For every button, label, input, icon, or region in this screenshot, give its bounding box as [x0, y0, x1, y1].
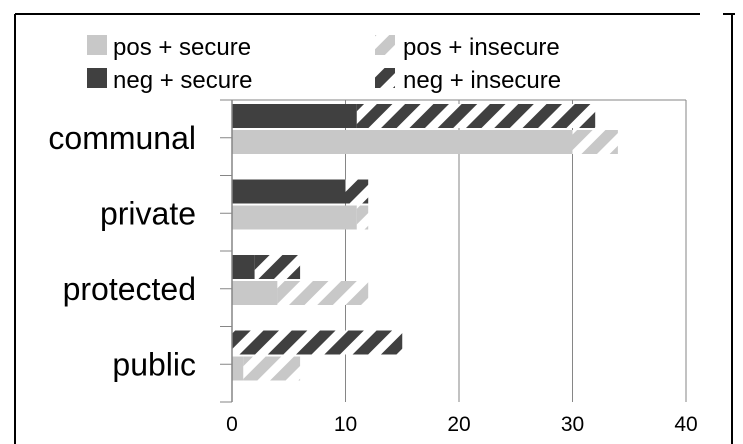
legend-swatch-neg-insecure	[375, 68, 395, 88]
x-tick-label: 0	[226, 413, 238, 436]
bar-communal-neg-insecure	[356, 104, 596, 128]
bar-communal-neg-secure	[232, 104, 357, 128]
bar-public-pos-secure	[232, 356, 244, 381]
bar-communal-pos-insecure	[572, 130, 618, 154]
bar-protected-neg-secure	[232, 255, 255, 279]
bar-protected-pos-secure	[232, 281, 278, 305]
legend-swatch-pos-insecure	[375, 35, 395, 55]
bar-protected-pos-insecure	[277, 281, 369, 305]
category-label: communal	[48, 120, 196, 156]
bar-private-neg-insecure	[345, 179, 369, 204]
legend-label-pos-secure: pos + secure	[113, 34, 251, 61]
x-tick-label: 40	[674, 413, 697, 436]
chart-border	[14, 13, 735, 444]
bars	[232, 104, 618, 381]
category-label: protected	[63, 271, 196, 307]
bar-public-pos-insecure	[243, 356, 301, 381]
legend-swatch-pos-secure	[87, 35, 107, 55]
labels: 0 10 20 30 40 communal private protected public	[48, 120, 697, 436]
bar-private-neg-secure	[232, 179, 346, 204]
category-label: public	[112, 346, 196, 382]
bar-protected-neg-insecure	[254, 255, 301, 279]
x-tick-label: 10	[334, 413, 357, 436]
legend-label-neg-insecure: neg + insecure	[403, 67, 561, 94]
category-label: private	[100, 195, 196, 231]
bar-private-pos-insecure	[356, 205, 369, 230]
legend: pos + secure pos + insecure neg + secure…	[87, 34, 561, 94]
bar-public-neg-insecure	[232, 330, 403, 355]
legend-label-pos-insecure: pos + insecure	[403, 34, 560, 61]
bar-private-pos-secure	[232, 205, 357, 230]
x-tick-label: 20	[447, 413, 470, 436]
axes	[220, 99, 686, 403]
bar-communal-pos-secure	[232, 130, 573, 154]
legend-label-neg-secure: neg + secure	[113, 67, 252, 94]
x-tick-label: 30	[561, 413, 584, 436]
legend-swatch-neg-secure	[87, 68, 107, 88]
